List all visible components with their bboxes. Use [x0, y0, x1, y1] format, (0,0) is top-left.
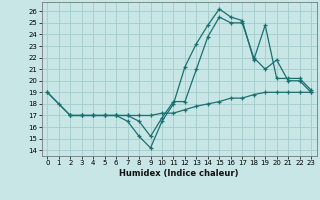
X-axis label: Humidex (Indice chaleur): Humidex (Indice chaleur) [119, 169, 239, 178]
